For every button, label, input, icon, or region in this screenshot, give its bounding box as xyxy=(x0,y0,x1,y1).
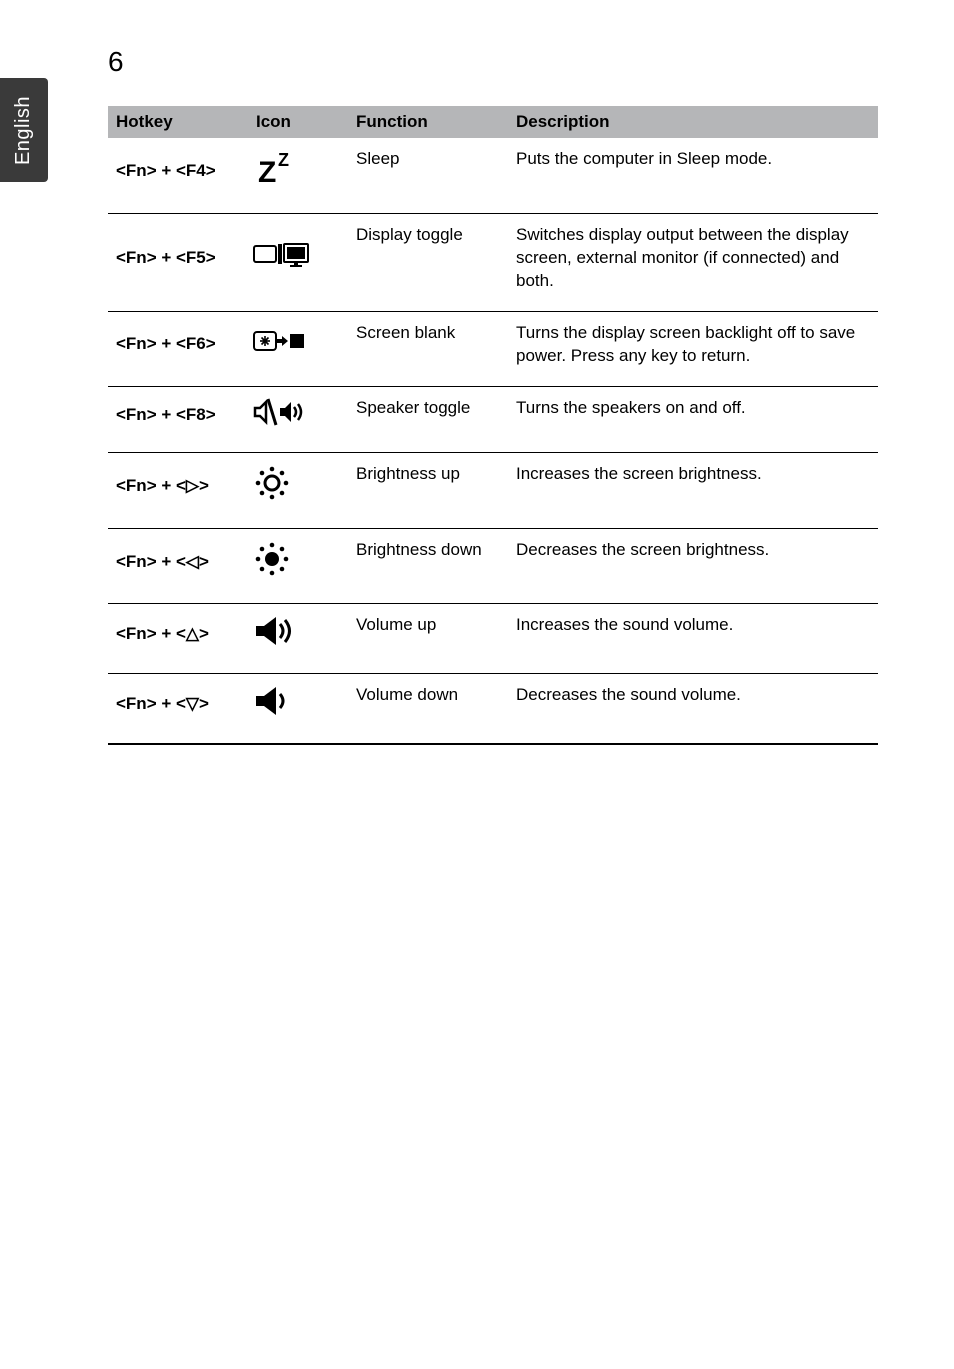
svg-text:Z: Z xyxy=(258,156,276,188)
table-row: <Fn> + <◁> xyxy=(108,528,878,604)
volume-down-icon xyxy=(252,684,292,718)
table-row: <Fn> + <F8> Speaker toggle Turns the spe… xyxy=(108,386,878,452)
language-tab-label: English xyxy=(13,95,36,164)
display-toggle-icon xyxy=(252,240,310,270)
function-cell: Display toggle xyxy=(348,213,508,311)
hotkey-cell: <Fn> + <▽> xyxy=(108,674,248,744)
function-cell: Sleep xyxy=(348,138,508,213)
brightness-up-icon xyxy=(252,463,292,503)
table-row: <Fn> + <△> Volume up Increases the sound… xyxy=(108,604,878,674)
icon-cell xyxy=(248,213,348,311)
sleep-icon: Z Z xyxy=(252,148,298,188)
hotkey-cell: <Fn> + <F5> xyxy=(108,213,248,311)
brightness-down-icon xyxy=(252,539,292,579)
hotkeys-table: Hotkey Icon Function Description <Fn> + … xyxy=(108,106,878,745)
description-cell: Decreases the screen brightness. xyxy=(508,528,878,604)
function-cell: Screen blank xyxy=(348,311,508,386)
icon-cell xyxy=(248,528,348,604)
header-icon: Icon xyxy=(248,106,348,138)
description-cell: Increases the screen brightness. xyxy=(508,452,878,528)
header-description: Description xyxy=(508,106,878,138)
icon-cell xyxy=(248,604,348,674)
function-cell: Brightness up xyxy=(348,452,508,528)
header-function: Function xyxy=(348,106,508,138)
description-cell: Puts the computer in Sleep mode. xyxy=(508,138,878,213)
svg-text:Z: Z xyxy=(278,150,289,170)
header-hotkey: Hotkey xyxy=(108,106,248,138)
function-cell: Brightness down xyxy=(348,528,508,604)
page-number: 6 xyxy=(108,46,124,78)
table-row: <Fn> + <F6> Screen blank xyxy=(108,311,878,386)
table-row: <Fn> + <▽> Volume down Decreases the sou… xyxy=(108,674,878,744)
hotkey-cell: <Fn> + <◁> xyxy=(108,528,248,604)
hotkey-cell: <Fn> + <F4> xyxy=(108,138,248,213)
description-cell: Switches display output between the disp… xyxy=(508,213,878,311)
hotkey-cell: <Fn> + <F8> xyxy=(108,386,248,452)
hotkey-cell: <Fn> + <△> xyxy=(108,604,248,674)
language-tab: English xyxy=(0,78,48,182)
table-row: <Fn> + <F4> Z Z Sleep Puts the computer … xyxy=(108,138,878,213)
screen-blank-icon xyxy=(252,327,306,355)
hotkey-cell: <Fn> + <F6> xyxy=(108,311,248,386)
icon-cell xyxy=(248,311,348,386)
table-header-row: Hotkey Icon Function Description xyxy=(108,106,878,138)
function-cell: Speaker toggle xyxy=(348,386,508,452)
icon-cell xyxy=(248,674,348,744)
icon-cell xyxy=(248,452,348,528)
description-cell: Decreases the sound volume. xyxy=(508,674,878,744)
table-row: <Fn> + <F5> Display toggle Switches disp… xyxy=(108,213,878,311)
description-cell: Turns the display screen backlight off t… xyxy=(508,311,878,386)
hotkey-cell: <Fn> + <▷> xyxy=(108,452,248,528)
description-cell: Increases the sound volume. xyxy=(508,604,878,674)
content-area: Hotkey Icon Function Description <Fn> + … xyxy=(108,106,878,745)
volume-up-icon xyxy=(252,614,296,648)
icon-cell: Z Z xyxy=(248,138,348,213)
function-cell: Volume up xyxy=(348,604,508,674)
table-row: <Fn> + <▷> xyxy=(108,452,878,528)
function-cell: Volume down xyxy=(348,674,508,744)
description-cell: Turns the speakers on and off. xyxy=(508,386,878,452)
speaker-toggle-icon xyxy=(252,397,306,427)
icon-cell xyxy=(248,386,348,452)
